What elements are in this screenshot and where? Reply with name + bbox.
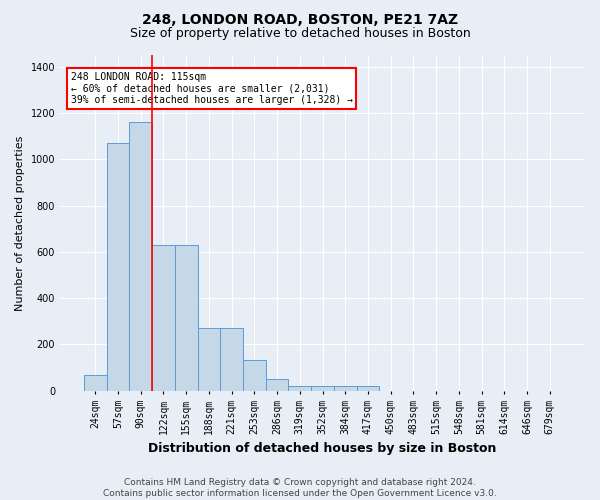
Text: 248 LONDON ROAD: 115sqm
← 60% of detached houses are smaller (2,031)
39% of semi: 248 LONDON ROAD: 115sqm ← 60% of detache… [71,72,353,105]
Y-axis label: Number of detached properties: Number of detached properties [15,135,25,310]
Bar [311,386,334,391]
Bar [152,245,175,391]
Text: 248, LONDON ROAD, BOSTON, PE21 7AZ: 248, LONDON ROAD, BOSTON, PE21 7AZ [142,12,458,26]
Bar [243,360,266,391]
Bar [130,122,152,391]
Bar [197,328,220,391]
Bar [334,386,356,391]
Bar [107,143,130,391]
Text: Size of property relative to detached houses in Boston: Size of property relative to detached ho… [130,28,470,40]
Text: Contains HM Land Registry data © Crown copyright and database right 2024.
Contai: Contains HM Land Registry data © Crown c… [103,478,497,498]
Bar [266,379,289,391]
Bar [289,386,311,391]
Bar [84,374,107,391]
Bar [356,386,379,391]
X-axis label: Distribution of detached houses by size in Boston: Distribution of detached houses by size … [148,442,497,455]
Bar [175,245,197,391]
Bar [220,328,243,391]
